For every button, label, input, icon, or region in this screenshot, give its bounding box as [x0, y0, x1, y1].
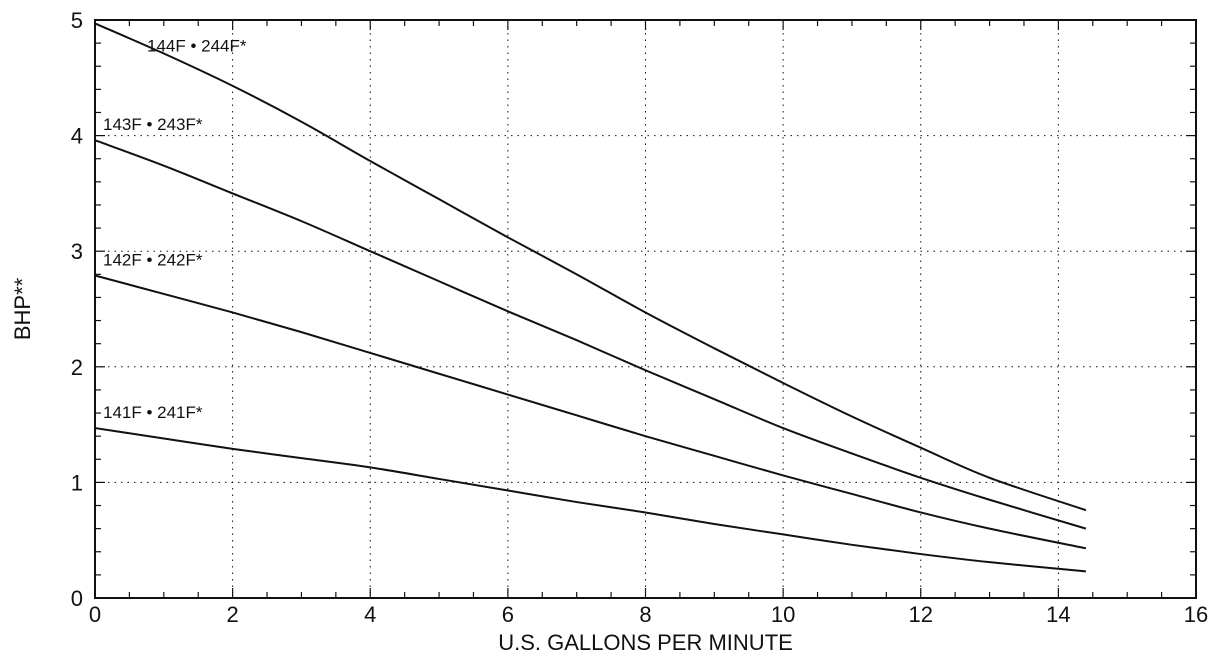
series-line	[94, 427, 1086, 573]
y-tick-label: 3	[71, 239, 83, 264]
series-line	[94, 139, 1087, 530]
x-tick-label: 14	[1046, 602, 1070, 627]
x-tick-labels: 0 2 4 6 8 10 12 14 16	[89, 602, 1208, 627]
series-lines	[94, 22, 1087, 573]
series-labels: 144F • 244F* 143F • 243F* 142F • 242F* 141F…	[103, 36, 247, 422]
x-axis-title: U.S. GALLONS PER MINUTE	[498, 630, 793, 655]
y-tick-labels: 0 1 2 3 4 5	[71, 8, 83, 611]
y-tick-label: 5	[71, 8, 83, 33]
x-tick-label: 8	[639, 602, 651, 627]
y-tick-label: 0	[71, 586, 83, 611]
series-label: 142F • 242F*	[103, 250, 203, 269]
series-label: 143F • 243F*	[103, 115, 203, 134]
x-tick-label: 6	[502, 602, 514, 627]
series-line	[94, 274, 1087, 550]
x-tick-label: 0	[89, 602, 101, 627]
x-tick-label: 12	[909, 602, 933, 627]
x-tick-label: 2	[227, 602, 239, 627]
x-tick-label: 10	[771, 602, 795, 627]
y-tick-label: 2	[71, 355, 83, 380]
y-tick-label: 1	[71, 470, 83, 495]
x-tick-label: 4	[364, 602, 376, 627]
series-label: 141F • 241F*	[103, 403, 203, 422]
plot-frame	[94, 19, 1197, 599]
series-label: 144F • 244F*	[147, 36, 247, 55]
x-tick-label: 16	[1184, 602, 1208, 627]
y-tick-label: 4	[71, 124, 83, 149]
series-line	[94, 22, 1087, 512]
y-axis-title: BHP**	[10, 277, 35, 340]
